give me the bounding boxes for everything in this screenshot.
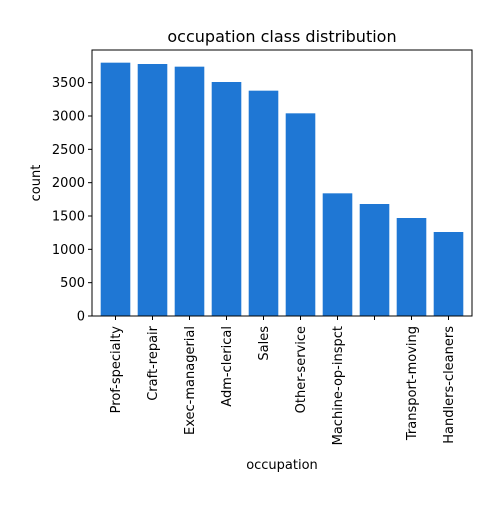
y-axis-label: count [29,165,44,202]
y-tick-label-0: 0 [77,310,85,325]
plot-frame [91,49,473,317]
bar-6 [322,193,353,316]
bar-7 [359,204,390,316]
y-tick-label-4: 2000 [52,176,85,191]
y-tick-label-7: 3500 [52,76,85,91]
bars-layer [100,62,464,316]
y-tick-label-1: 500 [60,276,85,291]
x-axis-label: occupation [246,458,318,473]
y-tick-label-2: 1000 [52,243,85,258]
x-tick-label-3: Adm-clerical [220,326,235,407]
x-tick-label-6: Machine-op-inspct [331,326,346,445]
bar-9 [433,232,464,316]
x-tick-label-4: Sales [257,326,272,361]
x-tick-label-0: Prof-specialty [109,326,124,414]
y-tick-label-6: 3000 [52,110,85,125]
x-tick-label-1: Craft-repair [146,325,161,400]
x-tick-label-2: Exec-managerial [183,326,198,435]
y-tick-label-5: 2500 [52,143,85,158]
x-tick-label-8: Transport-moving [405,326,420,441]
y-tick-label-3: 1500 [52,210,85,225]
bar-5 [285,113,316,316]
x-tick-label-5: Other-service [294,326,309,413]
bar-8 [396,218,427,316]
bar-2 [174,66,205,316]
bar-1 [137,64,168,316]
bar-0 [100,62,131,316]
chart-title: occupation class distribution [167,27,396,46]
bar-3 [211,82,242,316]
x-tick-label-9: Handlers-cleaners [442,326,457,444]
bar-4 [248,90,279,316]
axes-layer: 0 500 1000 1500 2000 2500 3000 3500 Prof-special… [52,49,473,445]
